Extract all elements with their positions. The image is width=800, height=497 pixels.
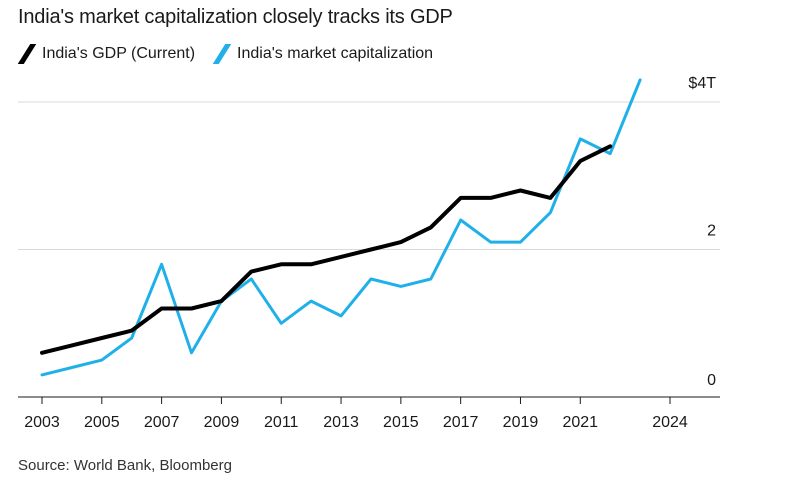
x-tick-label-2011: 2011 (264, 414, 299, 431)
x-tick-label-2007: 2007 (144, 414, 180, 431)
series-line-market-cap (40, 78, 642, 377)
y-tick-label-4: $4T (688, 75, 716, 92)
x-tick-label-2013: 2013 (323, 414, 359, 431)
y-tick-label-2: 2 (707, 223, 716, 240)
x-tick-label-2005: 2005 (84, 414, 120, 431)
x-tick-label-2024: 2024 (652, 414, 688, 431)
y-tick-label-0: 0 (707, 372, 716, 389)
chart-title: India's market capitalization closely tr… (18, 6, 453, 28)
legend-label-market-cap: India's market capitalization (237, 45, 434, 62)
x-tick-label-2009: 2009 (204, 414, 240, 431)
x-tick-label-2015: 2015 (383, 414, 419, 431)
chart-legend: India's GDP (Current) India's market cap… (17, 44, 451, 64)
grid-lines (18, 101, 720, 250)
tick-labels: 0 2 $4T 2003 2005 2007 2009 2011 2013 2015 2017 201… (24, 75, 716, 431)
legend-label-gdp: India's GDP (Current) (42, 45, 196, 62)
x-tick-label-2021: 2021 (562, 414, 598, 431)
source-note: Source: World Bank, Bloomberg (18, 457, 232, 474)
x-tick-label-2003: 2003 (24, 414, 60, 431)
x-tick-label-2019: 2019 (503, 414, 539, 431)
legend-item-market-cap: India's market capitalization (212, 44, 434, 64)
series-line-gdp (40, 144, 613, 355)
legend-item-gdp: India's GDP (Current) (17, 44, 196, 64)
x-axis (18, 396, 720, 404)
series-lines (40, 78, 642, 377)
x-tick-label-2017: 2017 (443, 414, 479, 431)
